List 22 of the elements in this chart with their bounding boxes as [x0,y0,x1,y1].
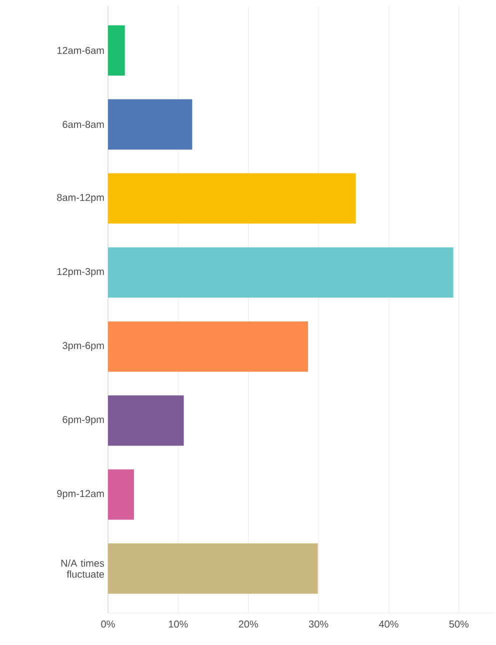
y-tick-label: 9pm-12am [57,490,104,500]
x-tick-label: 40% [378,620,398,628]
x-tick-label: 0% [101,620,115,628]
y-tick-label: N/A times fluctuate [61,559,104,578]
x-tick-label: 50% [449,620,469,628]
y-tick-label: 3pm-6pm [62,342,104,352]
bar [108,469,134,520]
bar [108,99,192,150]
bar [108,25,125,76]
x-tick-label: 10% [168,620,188,628]
y-tick-label: 6am-8am [62,120,104,128]
y-tick-label: 6pm-9pm [62,416,104,426]
x-tick-label: 30% [308,620,328,628]
y-tick-label: 12pm-3pm [57,268,104,278]
bar [108,247,454,298]
bar [108,321,308,372]
y-tick-label: 12am-6am [57,46,104,54]
y-tick-label: 8am-12pm [57,194,104,203]
bar [108,395,184,446]
x-tick-label: 20% [238,620,258,628]
bar [108,543,318,594]
bar [108,173,356,224]
